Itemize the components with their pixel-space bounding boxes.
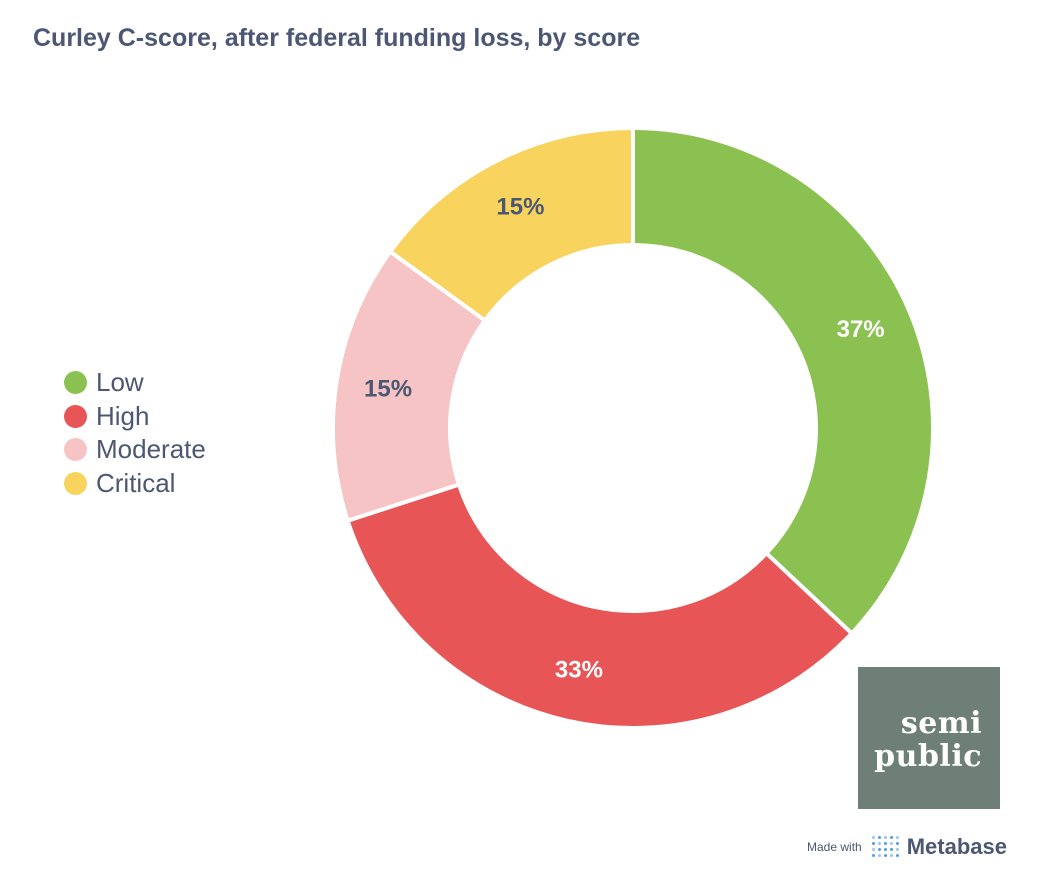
made-with-text: Made with (807, 840, 862, 854)
semipublic-logo: semi public (858, 667, 1000, 809)
slice-high[interactable] (345, 482, 855, 730)
slice-label-high: 33% (555, 657, 603, 684)
slice-critical[interactable] (387, 125, 635, 324)
legend-label: High (96, 400, 150, 431)
slice-label-critical: 15% (496, 194, 544, 221)
slice-label-moderate: 15% (364, 376, 412, 403)
legend-item-moderate[interactable]: Moderate (64, 433, 206, 467)
legend-item-low[interactable]: Low (64, 366, 206, 400)
logo-line-2: public (874, 739, 982, 774)
legend-label: Low (96, 367, 144, 398)
legend-label: Critical (96, 467, 176, 498)
legend-swatch (64, 471, 87, 495)
legend-swatch (64, 371, 87, 395)
legend-swatch (64, 404, 87, 428)
legend-item-critical[interactable]: Critical (64, 467, 206, 501)
chart-legend: Low High Moderate Critical (64, 366, 206, 500)
slice-label-low: 37% (837, 316, 885, 343)
chart-title: Curley C-score, after federal funding lo… (33, 24, 641, 52)
metabase-logo-icon (871, 836, 900, 858)
slice-low[interactable] (631, 125, 935, 637)
legend-swatch (64, 438, 87, 462)
metabase-brand: Metabase (906, 834, 1007, 859)
logo-line-1: semi (900, 706, 982, 741)
made-with-metabase[interactable]: Made with Metabase (807, 834, 1007, 860)
legend-item-high[interactable]: High (64, 400, 206, 434)
legend-label: Moderate (96, 434, 206, 465)
